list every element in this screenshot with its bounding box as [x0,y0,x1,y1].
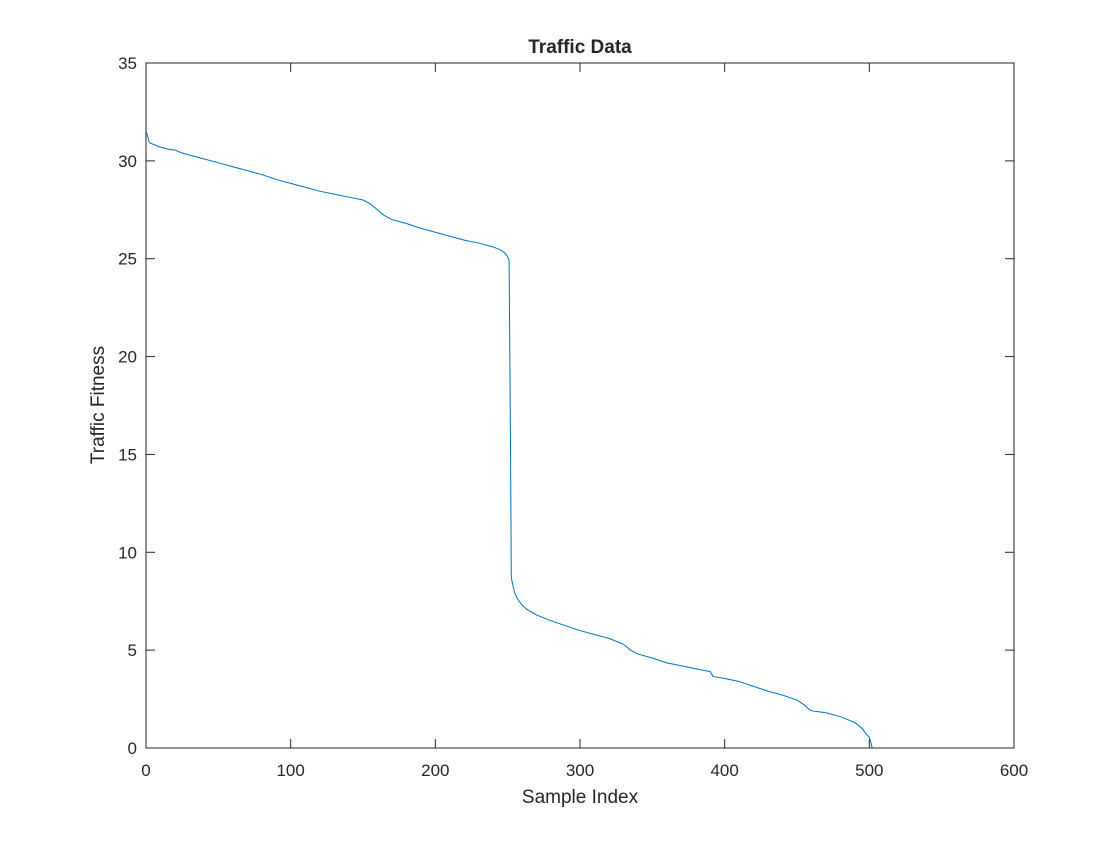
chart-title: Traffic Data [528,37,632,58]
x-tick-label: 400 [710,761,738,780]
axes-box [145,62,1015,749]
x-axis-label: Sample Index [522,787,639,808]
x-tick-label: 200 [421,761,449,780]
y-tick-label: 15 [118,445,137,464]
y-axis-label: Traffic Fitness [88,346,109,464]
y-tick-label: 30 [118,152,137,171]
y-tick-label: 0 [128,739,137,758]
y-tick-label: 25 [118,250,137,269]
x-tick-label: 100 [276,761,304,780]
x-tick-label: 600 [1000,761,1028,780]
y-tick-label: 10 [118,543,137,562]
x-tick-label: 500 [855,761,883,780]
x-tick-label: 300 [566,761,594,780]
plot-area [146,63,1014,748]
y-tick-label: 5 [128,641,137,660]
series-line [145,131,873,749]
y-tick-label: 20 [118,348,137,367]
x-tick-label: 0 [141,761,150,780]
y-tick-label: 35 [118,54,137,73]
ticks-layer: 0 100 200 300 400 500 600 0 5 10 15 20 25 30 35 [118,54,1028,780]
